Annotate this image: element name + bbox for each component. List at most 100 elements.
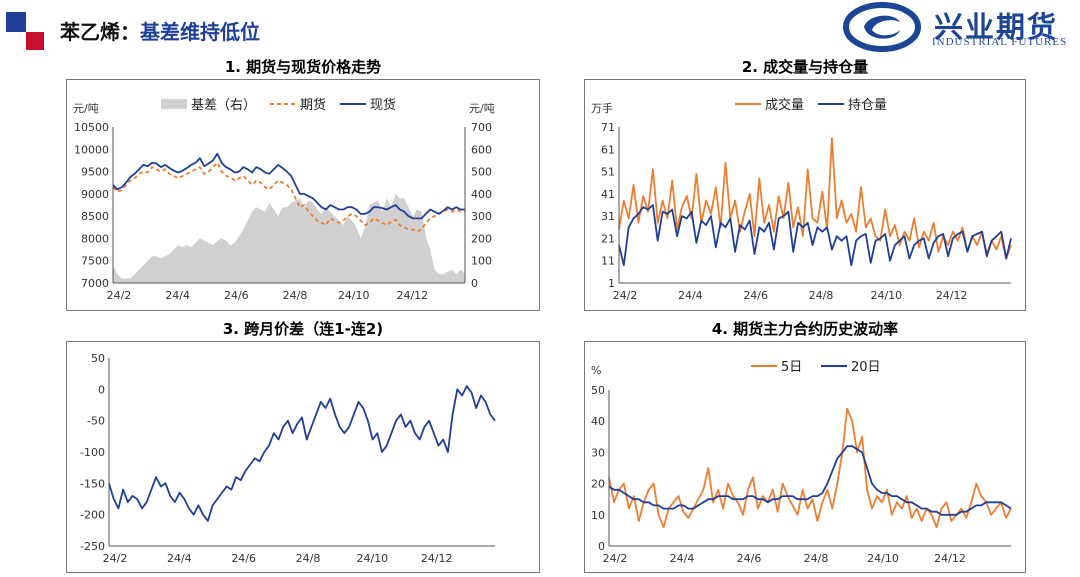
y-tick-label: 0 [598,540,605,553]
y-axis-unit: 万手 [591,101,613,115]
y-right-tick-label: 200 [471,232,492,245]
y-tick-label: 31 [601,210,615,223]
logo-square-blue [6,12,26,32]
series-line-0 [618,137,1012,260]
title-highlight: 基差维持低位 [140,20,260,44]
y-right-tick-label: 400 [471,188,492,201]
y-tick-label: 11 [601,255,615,268]
x-tick-label: 24/12 [396,289,428,302]
x-tick-label: 24/8 [809,289,834,302]
y-tick-label: 30 [591,446,605,459]
x-tick-label: 24/12 [934,552,966,565]
y-tick-label: 8000 [81,232,109,245]
logo-square-red [26,32,44,50]
chart-4-title: 4. 期货主力合约历史波动率 [711,320,899,338]
series-area-basis [113,193,465,283]
y-tick-label: 1 [608,277,615,290]
series-line-1 [112,161,465,233]
y-tick-label: 51 [601,166,615,179]
brand-name-en: INDUSTRIAL FUTURES [932,36,1068,48]
series-line-2 [112,152,465,220]
x-tick-label: 24/12 [936,289,968,302]
legend-label: 期货 [300,97,326,113]
x-tick-label: 24/10 [870,289,902,302]
legend-label: 5日 [781,360,802,375]
y-tick-label: 71 [601,121,615,134]
x-tick-label: 24/8 [804,552,829,565]
y-axis-unit: % [591,364,601,377]
y-tick-label: 10 [591,509,605,522]
y-right-tick-label: 100 [471,255,492,268]
page-title: 苯乙烯：基差维持低位 [60,16,260,45]
y-tick-label: 0 [98,383,105,396]
y-tick-label: -50 [87,415,105,428]
x-tick-label: 24/2 [107,289,132,302]
y-tick-label: 41 [601,188,615,201]
y-tick-label: 40 [591,415,605,428]
series-line-0 [108,385,496,522]
y-axis-unit-left: 元/吨 [73,102,99,115]
brand-swirl-icon [843,2,921,52]
y-tick-label: 9500 [81,166,109,179]
y-tick-label: -250 [80,540,105,553]
chart-1-panel: 10500 10000 9500 9000 8500 8000 7500 7000 700 600… [66,79,540,311]
y-right-tick-label: 600 [471,143,492,156]
brand-logo: 兴业期货 INDUSTRIAL FUTURES [842,2,1078,54]
y-tick-label: -150 [80,477,105,490]
series-line-1 [618,204,1012,267]
legend-label: 基差（右） [191,98,256,113]
y-tick-label: 9000 [81,188,109,201]
y-right-tick-label: 0 [471,277,478,290]
legend-label: 成交量 [765,97,804,113]
y-tick-label: 8500 [81,210,109,223]
legend-label: 20日 [851,360,881,375]
y-tick-label: 61 [601,143,615,156]
y-right-tick-label: 300 [471,210,492,223]
y-tick-label: 50 [591,384,605,397]
y-tick-label: 7500 [81,255,109,268]
y-tick-label: 10000 [74,143,109,156]
x-tick-label: 24/4 [165,289,190,302]
series-line-0 [608,407,1012,529]
chart-4-panel: 50 40 30 20 10 0% 24/2 24/4 24/6 24/8 24/10 24/12 5日… [584,341,1026,573]
chart-1-title: 1. 期货与现货价格走势 [224,58,382,76]
x-tick-label: 24/8 [296,552,321,565]
chart-3-title: 3. 跨月价差（连1-连2) [222,320,384,338]
x-tick-label: 24/8 [283,289,308,302]
x-tick-label: 24/6 [743,289,768,302]
y-tick-label: -200 [80,509,105,522]
chart-4-svg: 50 40 30 20 10 0% 24/2 24/4 24/6 24/8 24/10 24/12 5日… [591,360,1012,565]
y-tick-label: 50 [91,352,105,365]
y-right-tick-label: 500 [471,166,492,179]
y-tick-label: 7000 [81,277,109,290]
chart-3-panel: 50 0 -50 -100 -150 -200 -250 24/2 24/4 24/6 24/8 24… [66,341,540,573]
y-tick-label: 21 [601,232,615,245]
legend-label: 持仓量 [848,98,887,113]
y-axis-unit-right: 元/吨 [469,102,495,115]
x-tick-label: 24/10 [867,552,899,565]
series-line-1 [608,445,1012,516]
legend-swatch [161,99,187,109]
x-tick-label: 24/12 [421,552,453,565]
y-right-tick-label: 700 [471,121,492,134]
x-tick-label: 24/6 [224,289,249,302]
x-tick-label: 24/4 [167,552,192,565]
x-tick-label: 24/2 [603,552,628,565]
y-tick-label: 20 [591,478,605,491]
x-tick-label: 24/4 [678,289,703,302]
chart-2-title: 2. 成交量与持仓量 [741,58,869,76]
title-prefix: 苯乙烯： [60,20,140,44]
x-tick-label: 24/4 [670,552,695,565]
brand-name-cn: 兴业期货 [934,10,1059,44]
legend-label: 现货 [370,97,396,113]
x-tick-label: 24/10 [338,289,370,302]
x-tick-label: 24/10 [356,552,388,565]
chart-1-svg: 10500 10000 9500 9000 8500 8000 7500 7000 700 600… [73,97,495,302]
x-tick-label: 24/6 [737,552,762,565]
y-tick-label: -100 [80,446,105,459]
x-tick-label: 24/2 [613,289,638,302]
y-tick-label: 10500 [74,121,109,134]
chart-2-panel: 71 61 51 41 31 21 11 1 万手 24/2 24/4 24/6 24/8 24/10 24… [584,79,1026,311]
